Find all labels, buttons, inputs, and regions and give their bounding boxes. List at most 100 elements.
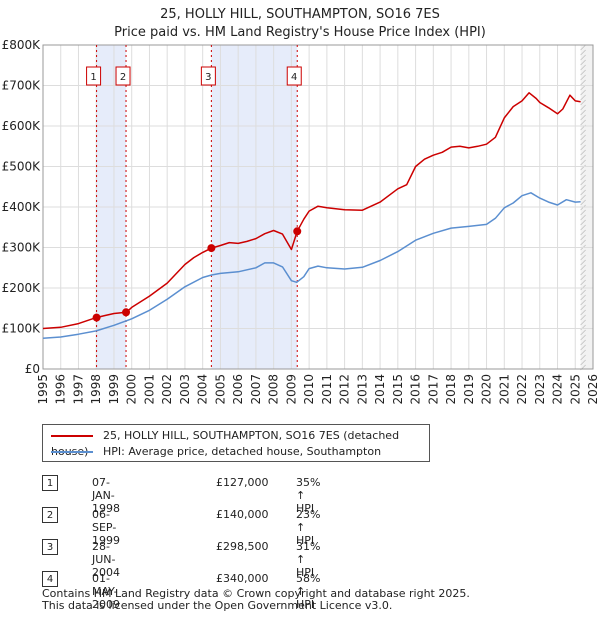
forecast-hatch [580, 349, 586, 356]
sale-point [207, 244, 216, 253]
forecast-hatch [580, 249, 586, 256]
x-tick-label: 2026 [586, 374, 600, 405]
y-tick-label: £700K [2, 79, 42, 93]
sale-hpi-change: 31% ↑ HPI [296, 540, 321, 579]
x-tick-label: 2002 [160, 374, 174, 405]
forecast-hatch [580, 114, 586, 121]
sale-number-badge: 1 [42, 475, 58, 491]
forecast-hatch [580, 154, 586, 161]
forecast-hatch [580, 294, 586, 301]
forecast-hatch [580, 269, 586, 276]
y-tick-label: £400K [2, 200, 42, 214]
x-tick-label: 1998 [89, 374, 103, 405]
forecast-hatch [580, 274, 586, 281]
plot-frame [42, 44, 594, 370]
legend-swatch-property [51, 435, 93, 437]
forecast-hatch [580, 99, 586, 106]
footer: Contains HM Land Registry data © Crown c… [42, 588, 470, 612]
x-tick-label: 2003 [178, 374, 192, 405]
y-tick-label: £200K [2, 281, 42, 295]
sale-date: 07-JAN-1998 [92, 476, 120, 515]
forecast-hatch [580, 354, 586, 361]
forecast-hatch [580, 129, 586, 136]
chart-subtitle: Price paid vs. HM Land Registry's House … [114, 25, 486, 40]
forecast-hatch [580, 49, 586, 56]
grid [42, 44, 594, 370]
forecast-hatch [580, 299, 586, 306]
y-tick-label: £0 [25, 362, 40, 376]
forecast-hatch [580, 59, 586, 66]
x-tick-label: 1997 [71, 374, 85, 405]
forecast-hatch [580, 104, 586, 111]
sale-price: £127,000 [216, 476, 269, 489]
forecast-hatch [580, 54, 586, 61]
forecast-hatch [580, 304, 586, 311]
forecast-hatch [580, 209, 586, 216]
sale-price: £340,000 [216, 572, 269, 585]
forecast-hatch [580, 139, 586, 146]
sale-price: £140,000 [216, 508, 269, 521]
x-tick-label: 2014 [373, 374, 387, 405]
y-tick-label: £600K [2, 119, 42, 133]
axes: £0 £100K £200K £300K £400K £500K £600K £700K £80… [2, 38, 600, 405]
x-tick-label: 2007 [249, 374, 263, 405]
forecast-hatch [580, 359, 586, 366]
forecast-hatch [580, 174, 586, 181]
forecast-hatch [580, 314, 586, 321]
y-tick-label: £300K [2, 241, 42, 255]
forecast-hatch [580, 264, 586, 271]
forecast-hatch [580, 334, 586, 341]
x-tick-label: 2021 [497, 374, 511, 405]
sale-number-label: 4 [291, 72, 297, 83]
forecast-hatch [580, 69, 586, 76]
sale-number-box [86, 66, 102, 86]
forecast-hatch [580, 159, 586, 166]
forecast-hatch [580, 44, 586, 51]
legend-item-property: 25, HOLLY HILL, SOUTHAMPTON, SO16 7ES (d… [51, 428, 429, 458]
y-tick-label: £800K [2, 38, 42, 52]
x-tick-label: 1995 [36, 374, 50, 405]
chart-title: 25, HOLLY HILL, SOUTHAMPTON, SO16 7ES [160, 7, 440, 22]
forecast-hatch [580, 214, 586, 221]
series-line-hpi [42, 192, 581, 339]
sale-number-label: 2 [120, 72, 126, 83]
footer-licence: This data is licensed under the Open Gov… [42, 599, 393, 612]
forecast-hatch [580, 309, 586, 316]
forecast-hatch [580, 289, 586, 296]
legend: 25, HOLLY HILL, SOUTHAMPTON, SO16 7ES (d… [42, 424, 430, 462]
sale-number-badge: 4 [42, 571, 58, 587]
forecast-hatch [580, 164, 586, 171]
forecast-hatch [580, 189, 586, 196]
x-tick-label: 2017 [426, 374, 440, 405]
sale-point [92, 313, 101, 322]
x-tick-label: 2011 [320, 374, 334, 405]
forecast-hatch [580, 184, 586, 191]
x-tick-label: 2009 [284, 374, 298, 405]
x-tick-label: 2010 [302, 374, 316, 405]
forecast-hatch [580, 219, 586, 226]
forecast-hatch [580, 144, 586, 151]
x-tick-label: 2023 [533, 374, 547, 405]
sale-number-label: 3 [205, 72, 211, 83]
forecast-hatch [580, 229, 586, 236]
forecast-hatch [580, 149, 586, 156]
sale-hpi-change: 35% ↑ HPI [296, 476, 321, 515]
forecast-hatch [580, 194, 586, 201]
x-tick-label: 2020 [480, 374, 494, 405]
forecast-hatch [580, 79, 586, 86]
x-tick-label: 2008 [267, 374, 281, 405]
forecast-hatch [580, 234, 586, 241]
forecast-hatch [580, 259, 586, 266]
sale-hpi-change: 23% ↑ HPI [296, 508, 321, 547]
x-tick-label: 2001 [142, 374, 156, 405]
x-tick-label: 2024 [551, 374, 565, 405]
forecast-hatch [580, 74, 586, 81]
legend-item-hpi: HPI: Average price, detached house, Sout… [51, 444, 381, 460]
forecast-hatch [580, 279, 586, 286]
forecast-hatch [580, 179, 586, 186]
forecast-hatch [580, 254, 586, 261]
x-tick-label: 2013 [355, 374, 369, 405]
legend-label-hpi: HPI: Average price, detached house, Sout… [103, 445, 382, 458]
series-line-property [42, 92, 581, 330]
forecast-hatch [580, 199, 586, 206]
